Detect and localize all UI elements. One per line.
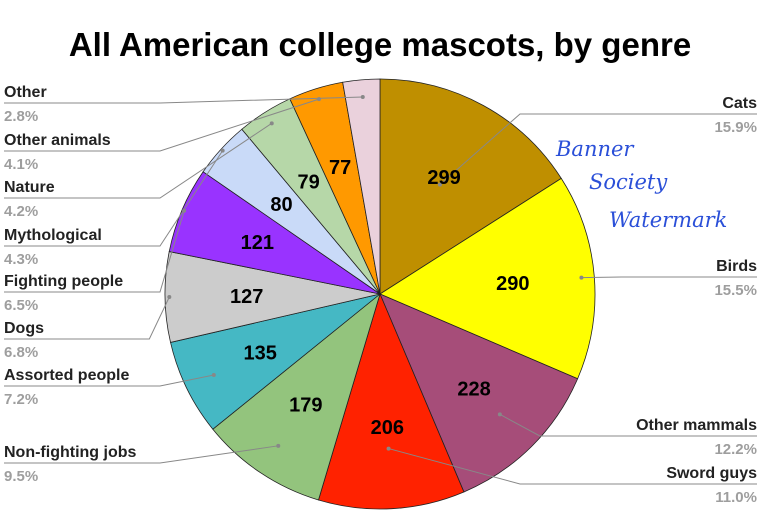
legend-label: Fighting people xyxy=(4,273,123,290)
legend-label: Other mammals xyxy=(636,417,757,434)
leader-line xyxy=(499,413,757,437)
slice-value-label: 127 xyxy=(230,286,263,308)
leader-dot xyxy=(579,275,584,280)
slice-value-label: 299 xyxy=(427,167,460,189)
leader-line xyxy=(581,276,757,279)
legend-label: Non-fighting jobs xyxy=(4,444,137,461)
percent-label: 4.2% xyxy=(4,203,38,220)
legend-label: Other xyxy=(4,84,47,101)
leader-dot xyxy=(360,94,365,99)
slice-value-label: 77 xyxy=(329,157,351,179)
leader-lines xyxy=(4,94,757,485)
legend-label: Other animals xyxy=(4,132,111,149)
percent-label: 2.8% xyxy=(4,108,38,125)
slice-value-label: 228 xyxy=(457,378,490,400)
chart-title: All American college mascots, by genre xyxy=(69,26,691,63)
leader-line xyxy=(4,98,320,152)
slice-value-label: 80 xyxy=(270,194,292,216)
watermark-line-3: Watermark xyxy=(609,208,727,232)
leader-line xyxy=(4,210,185,293)
leader-line xyxy=(4,150,224,247)
slice-non-fighting-jobs xyxy=(212,292,381,501)
slice-cats xyxy=(379,78,562,295)
legend-label: Sword guys xyxy=(666,465,757,482)
leader-dot xyxy=(269,121,274,126)
legend-label: Cats xyxy=(722,95,757,112)
percent-label: 7.2% xyxy=(4,391,38,408)
slice-labels: 299 Cats 15.9% 290 Birds 15.5% 228 Other mammal… xyxy=(4,84,757,506)
slice-value-label: 206 xyxy=(371,417,404,439)
watermark: Banner Society Watermark xyxy=(555,137,727,232)
slice-value-label: 290 xyxy=(496,273,529,295)
leader-line xyxy=(439,113,757,186)
slice-other-mammals xyxy=(379,293,579,493)
leader-line xyxy=(4,296,170,340)
leader-dot xyxy=(167,295,172,300)
percent-label: 12.2% xyxy=(714,441,757,458)
percent-label: 6.5% xyxy=(4,297,38,314)
leader-dot xyxy=(386,446,391,451)
slice-value-label: 79 xyxy=(297,171,319,193)
leader-line xyxy=(4,96,363,104)
percent-label: 4.1% xyxy=(4,156,38,173)
percent-label: 15.9% xyxy=(714,119,757,136)
slice-value-label: 135 xyxy=(243,342,276,364)
slice-value-label: 121 xyxy=(241,232,274,254)
leader-dot xyxy=(316,97,321,102)
leader-line xyxy=(4,122,273,199)
leader-line xyxy=(4,445,279,464)
legend-label: Nature xyxy=(4,179,55,196)
slice-other xyxy=(342,78,381,295)
percent-label: 15.5% xyxy=(714,282,757,299)
watermark-line-1: Banner xyxy=(555,137,635,161)
slice-sword-guys xyxy=(317,292,465,510)
leader-line xyxy=(4,374,214,387)
legend-label: Mythological xyxy=(4,227,102,244)
leader-dot xyxy=(220,148,225,153)
legend-label: Dogs xyxy=(4,320,44,337)
watermark-line-2: Society xyxy=(589,170,668,194)
percent-label: 4.3% xyxy=(4,251,38,268)
slice-value-label: 179 xyxy=(289,395,322,417)
legend-label: Birds xyxy=(716,258,757,275)
leader-line xyxy=(388,448,757,485)
leader-dot xyxy=(437,182,442,187)
pie-slices xyxy=(164,78,596,510)
percent-label: 6.8% xyxy=(4,344,38,361)
leader-dot xyxy=(276,443,281,448)
legend-label: Assorted people xyxy=(4,367,129,384)
slice-birds xyxy=(379,177,596,380)
leader-dot xyxy=(497,412,502,417)
percent-label: 9.5% xyxy=(4,468,38,485)
leader-dot xyxy=(211,373,216,378)
leader-dot xyxy=(182,208,187,213)
percent-label: 11.0% xyxy=(715,489,757,506)
